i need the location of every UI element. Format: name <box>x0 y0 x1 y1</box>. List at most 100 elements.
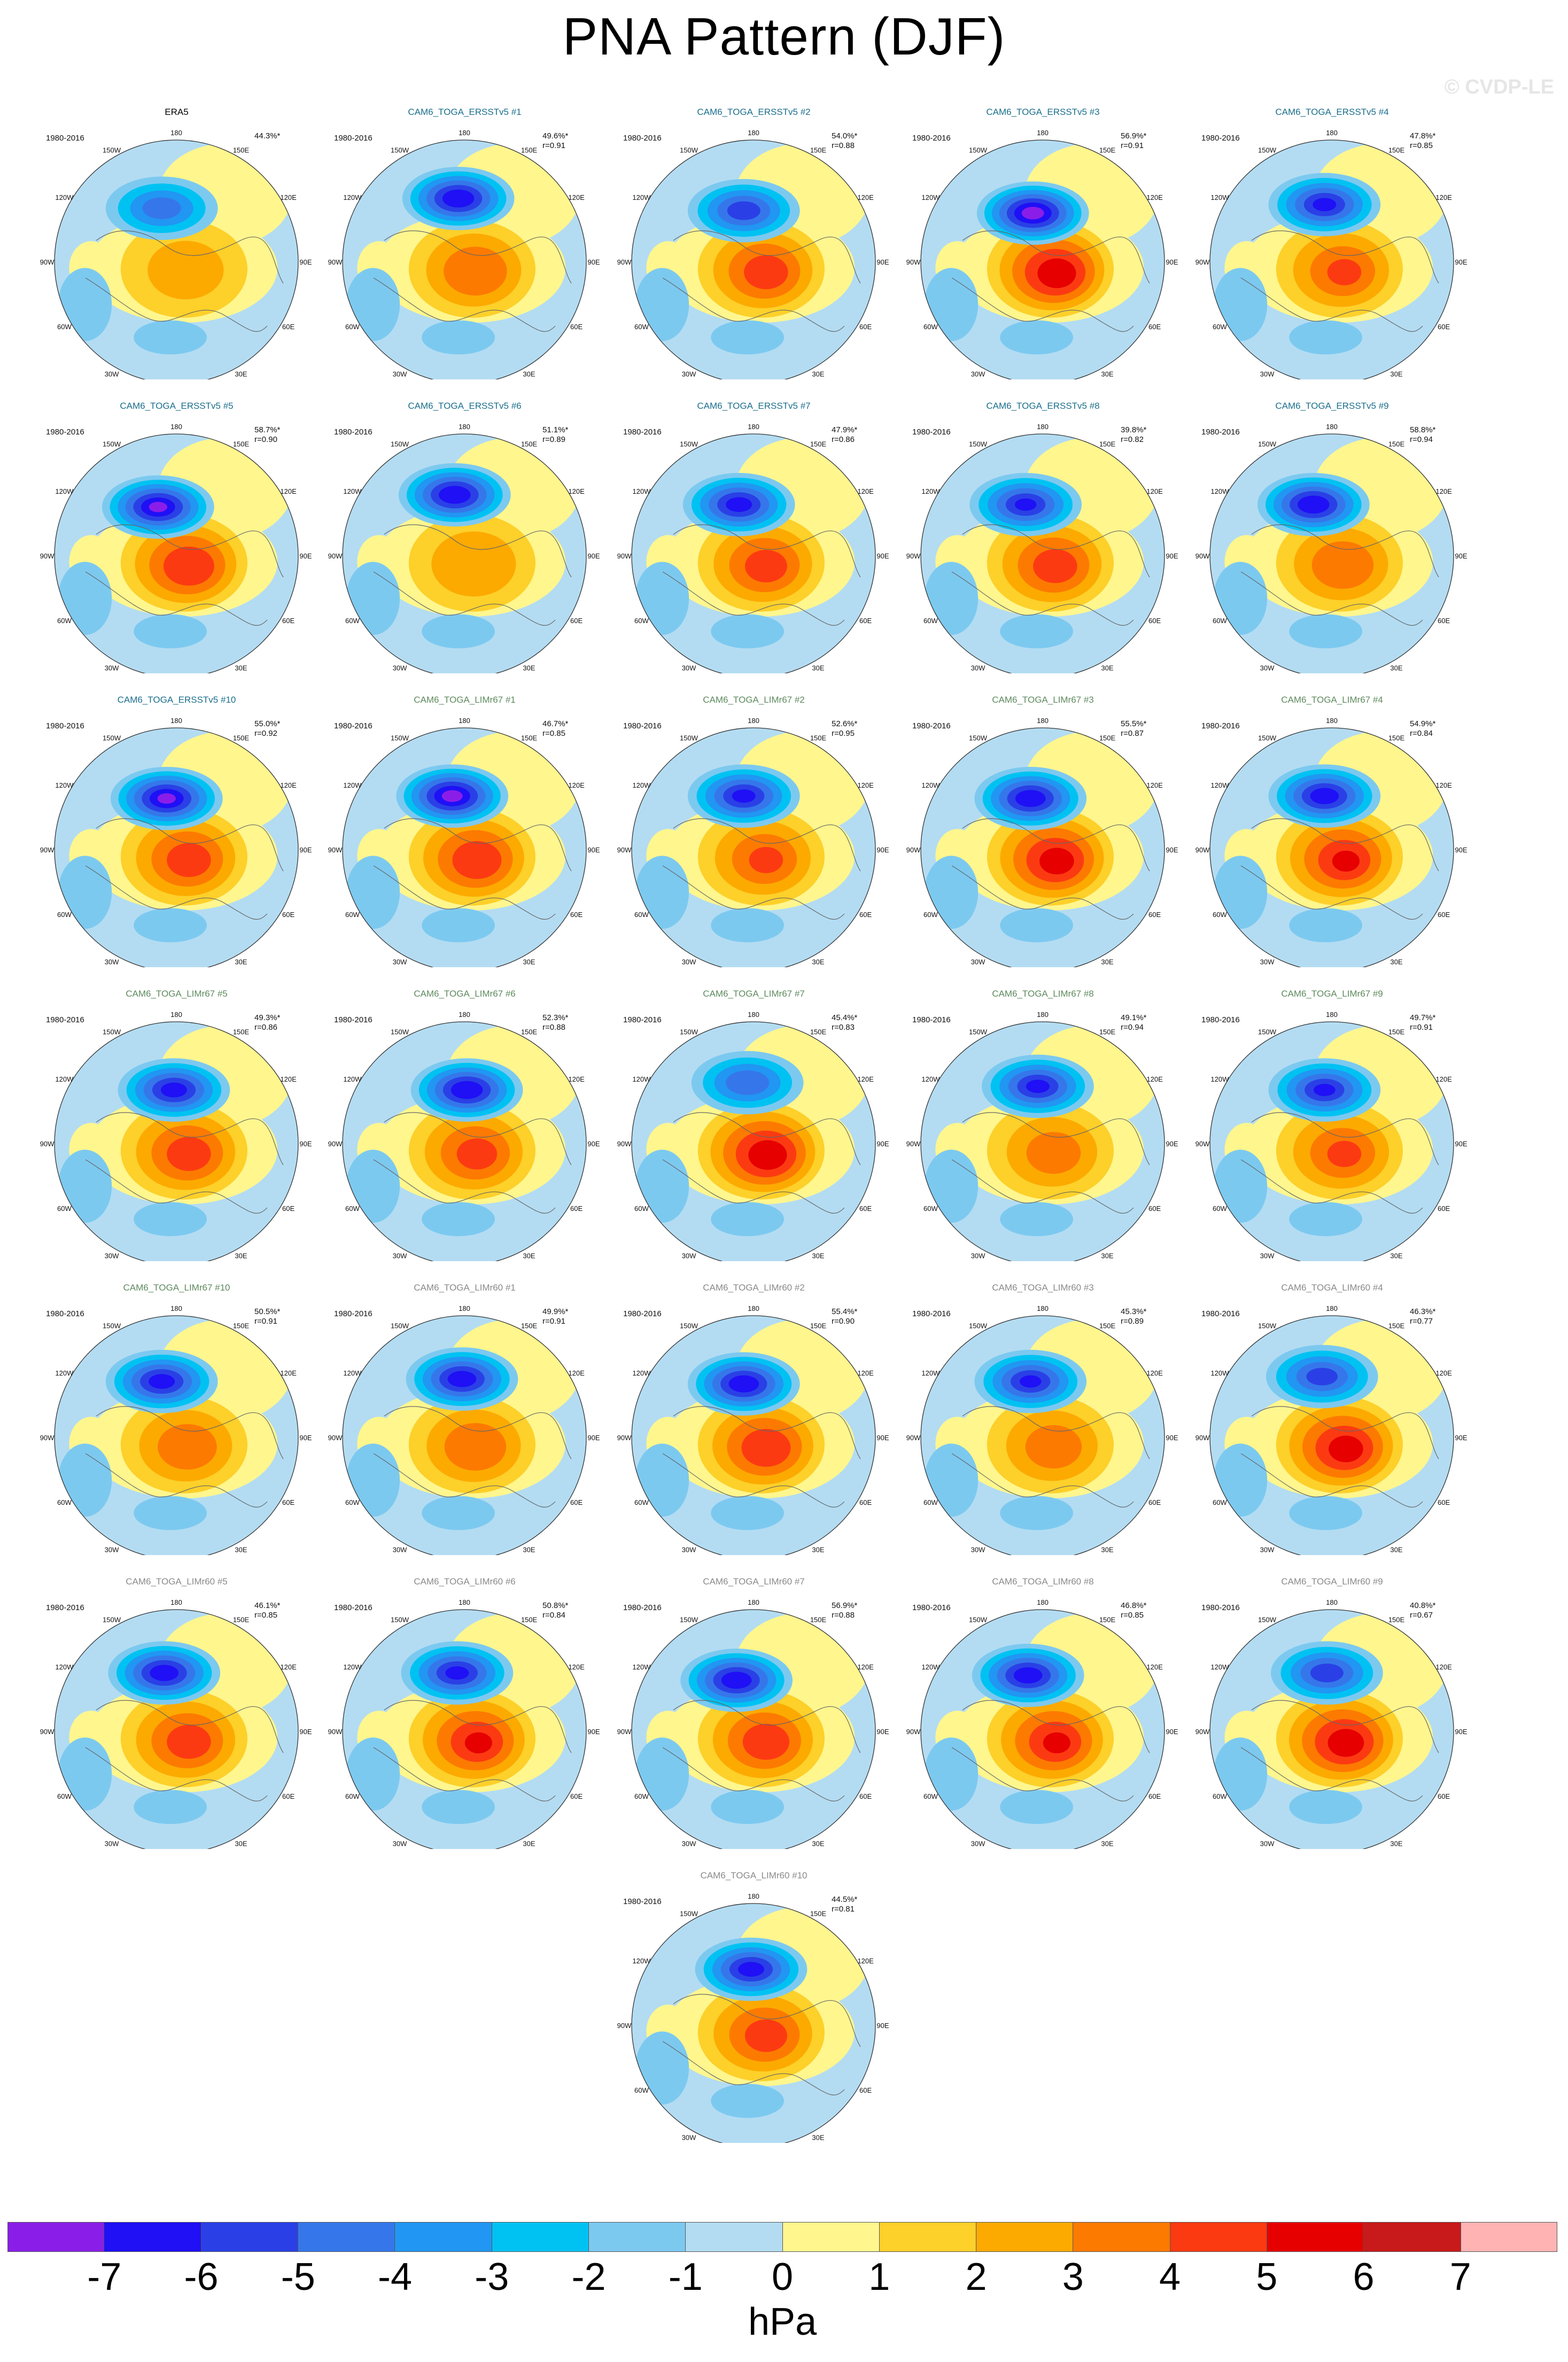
colorbar-tick-label: -4 <box>377 2256 413 2298</box>
longitude-label: 60E <box>282 323 294 331</box>
panel-correlation: r=0.77 <box>1410 1317 1433 1326</box>
longitude-label: 90E <box>1455 1434 1467 1442</box>
panel-correlation: r=0.81 <box>832 1905 855 1914</box>
longitude-label: 180 <box>459 717 470 725</box>
colorbar-tick-label: 2 <box>965 2256 987 2298</box>
polar-map: 180150E120E90E60E30E030W60W90W120W150W <box>906 1598 1178 1849</box>
longitude-label: 120E <box>1146 1075 1163 1083</box>
panel-years: 1980-2016 <box>46 134 84 143</box>
longitude-label: 60W <box>345 1498 360 1506</box>
longitude-label: 60E <box>1148 911 1161 919</box>
panel-years: 1980-2016 <box>912 134 951 143</box>
colorbar-tick-label: 1 <box>868 2256 890 2298</box>
longitude-label: 150E <box>233 1615 250 1623</box>
longitude-label: 60W <box>634 911 649 919</box>
longitude-label: 30W <box>971 664 985 672</box>
longitude-label: 90W <box>1196 1140 1210 1148</box>
longitude-label: 60W <box>345 1792 360 1800</box>
longitude-label: 30E <box>523 1546 535 1554</box>
colorbar-segment <box>201 2222 298 2252</box>
colorbar-segment <box>588 2222 686 2252</box>
panel-variance: 44.5%* <box>832 1895 858 1904</box>
polar-map: 180150E120E90E60E30E030W60W90W120W150W <box>1196 1011 1468 1261</box>
longitude-label: 30E <box>523 664 535 672</box>
panel-years: 1980-2016 <box>623 1603 662 1612</box>
longitude-label: 60W <box>634 617 649 625</box>
longitude-label: 90W <box>1196 258 1210 266</box>
panel-title: CAM6_TOGA_ERSSTv5 #8 <box>986 401 1100 411</box>
panel-years: 1980-2016 <box>1201 721 1240 731</box>
longitude-label: 120E <box>568 1369 585 1377</box>
map-panel: 180150E120E90E60E30E030W60W90W120W150WCA… <box>31 695 322 967</box>
longitude-label: 150E <box>1099 1028 1116 1036</box>
colorbar-tick-label: -2 <box>571 2256 606 2298</box>
longitude-label: 90W <box>328 552 343 560</box>
longitude-label: 150E <box>233 734 250 742</box>
longitude-label: 120E <box>280 1075 297 1083</box>
longitude-label: 120W <box>1210 781 1229 789</box>
longitude-label: 30E <box>812 958 824 966</box>
map-panel: 180150E120E90E60E30E030W60W90W120W150WCA… <box>1186 1283 1478 1555</box>
map-panel: 180150E120E90E60E30E030W60W90W120W150W CA… <box>897 401 1189 673</box>
polar-map: 180150E120E90E60E30E030W60W90W120W150W <box>906 423 1178 673</box>
longitude-label: 90E <box>587 1140 600 1148</box>
polar-map: 180150E120E90E60E30E030W60W90W120W150W <box>1196 1598 1468 1849</box>
longitude-label: 180 <box>170 1011 182 1019</box>
colorbar-segment <box>1364 2222 1461 2252</box>
longitude-label: 90E <box>1455 1140 1467 1148</box>
panel-variance: 52.6%* <box>832 719 858 728</box>
longitude-label: 90E <box>587 846 600 854</box>
panel-title: CAM6_TOGA_LIMr67 #5 <box>126 989 228 999</box>
map-panel: 180150E120E90E60E30E030W60W90W120W150WCA… <box>319 107 610 379</box>
longitude-label: 120W <box>632 1075 651 1083</box>
longitude-label: 150W <box>391 1322 409 1330</box>
longitude-label: 60W <box>923 1498 938 1506</box>
longitude-label: 30W <box>971 1252 985 1260</box>
longitude-label: 150W <box>680 1909 698 1917</box>
longitude-label: 150E <box>1388 146 1405 154</box>
map-panel: 180150E120E90E60E30E030W60W90W120W150WCA… <box>897 1576 1189 1849</box>
longitude-label: 30E <box>1101 958 1113 966</box>
colorbar-segment <box>1267 2222 1364 2252</box>
panel-correlation: r=0.85 <box>254 1611 277 1620</box>
colorbar-tick-label: 6 <box>1353 2256 1375 2298</box>
longitude-label: 30E <box>235 1840 247 1848</box>
panel-correlation: r=0.88 <box>832 1611 855 1620</box>
longitude-label: 150E <box>810 1028 827 1036</box>
longitude-label: 90W <box>40 258 55 266</box>
longitude-label: 150E <box>1099 1322 1116 1330</box>
watermark: © CVDP-LE <box>1444 76 1554 98</box>
panel-variance: 39.8%* <box>1121 425 1147 434</box>
longitude-label: 180 <box>170 717 182 725</box>
longitude-label: 30W <box>393 370 407 378</box>
longitude-label: 30E <box>523 958 535 966</box>
longitude-label: 150E <box>1388 1615 1405 1623</box>
longitude-label: 30W <box>971 1840 985 1848</box>
colorbar-segment <box>298 2222 395 2252</box>
panel-years: 1980-2016 <box>46 721 84 731</box>
longitude-label: 30E <box>1101 664 1113 672</box>
panel-title: CAM6_TOGA_LIMr67 #6 <box>414 989 516 999</box>
longitude-label: 30E <box>1390 664 1402 672</box>
longitude-label: 120W <box>343 781 362 789</box>
longitude-label: 150W <box>1258 1322 1277 1330</box>
polar-map: 180150E120E90E60E30E030W60W90W120W150W <box>617 717 889 967</box>
longitude-label: 120W <box>343 487 362 495</box>
longitude-label: 150W <box>103 1028 121 1036</box>
longitude-label: 120W <box>921 487 940 495</box>
panel-years: 1980-2016 <box>912 721 951 731</box>
panel-correlation: r=0.85 <box>1121 1611 1144 1620</box>
panel-variance: 45.3%* <box>1121 1307 1147 1316</box>
longitude-label: 120W <box>343 1369 362 1377</box>
longitude-label: 60W <box>1213 911 1227 919</box>
panel-title: CAM6_TOGA_ERSSTv5 #4 <box>1275 107 1389 117</box>
longitude-label: 90W <box>617 258 632 266</box>
panel-variance: 55.4%* <box>832 1307 858 1316</box>
longitude-label: 150E <box>810 1615 827 1623</box>
longitude-label: 150W <box>103 734 121 742</box>
panel-title: CAM6_TOGA_LIMr60 #1 <box>414 1283 516 1293</box>
longitude-label: 150E <box>521 146 538 154</box>
longitude-label: 150W <box>680 1028 698 1036</box>
longitude-label: 30W <box>105 1252 119 1260</box>
map-panel: 180150E120E90E60E30E030W60W90W120W150WCA… <box>897 989 1189 1261</box>
